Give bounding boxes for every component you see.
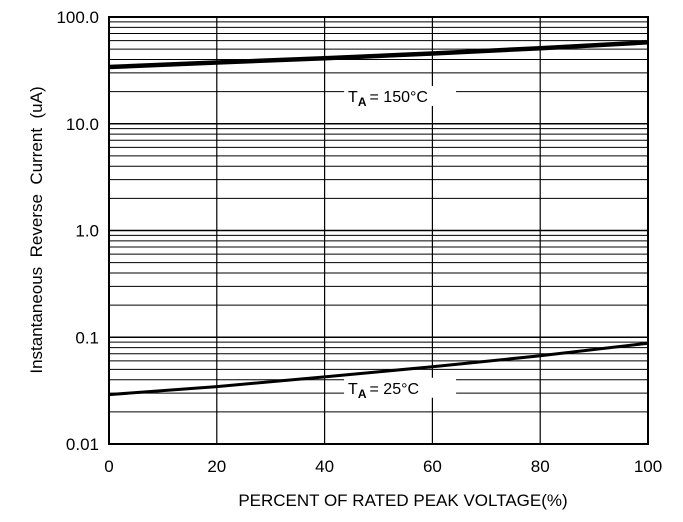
x-axis-title: PERCENT OF RATED PEAK VOLTAGE(%) bbox=[238, 491, 567, 510]
series-label-ta-150c: TA = 150°C bbox=[348, 89, 428, 109]
x-tick-label: 40 bbox=[315, 457, 334, 476]
x-tick-label: 0 bbox=[104, 457, 113, 476]
x-tick-label: 20 bbox=[207, 457, 226, 476]
y-axis-title: Instantaneous Reverse Current (uA) bbox=[27, 86, 46, 373]
x-tick-label: 100 bbox=[634, 457, 662, 476]
y-tick-label: 10.0 bbox=[66, 115, 99, 134]
y-tick-label: 1.0 bbox=[75, 222, 99, 241]
x-tick-label: 60 bbox=[423, 457, 442, 476]
plot-frame bbox=[108, 16, 649, 445]
grid bbox=[109, 17, 648, 444]
y-tick-label: 0.01 bbox=[66, 435, 99, 454]
series-label-ta-25c: TA = 25°C bbox=[348, 381, 419, 401]
x-tick-labels: 0 20 40 60 80 100 bbox=[104, 457, 662, 476]
series-lines bbox=[108, 40, 649, 397]
y-tick-labels: 0.01 0.1 1.0 10.0 100.0 bbox=[56, 8, 99, 454]
series-line-ta-25c bbox=[108, 341, 649, 397]
series-label-bg-ta-25c bbox=[344, 377, 457, 398]
series-labels: TA = 150°C TA = 25°C bbox=[344, 85, 457, 401]
series-line-ta-150c bbox=[108, 40, 649, 70]
y-tick-label: 0.1 bbox=[75, 328, 99, 347]
y-tick-label: 100.0 bbox=[56, 8, 99, 27]
series-label-bg-ta-150c bbox=[344, 85, 457, 106]
x-tick-label: 80 bbox=[531, 457, 550, 476]
